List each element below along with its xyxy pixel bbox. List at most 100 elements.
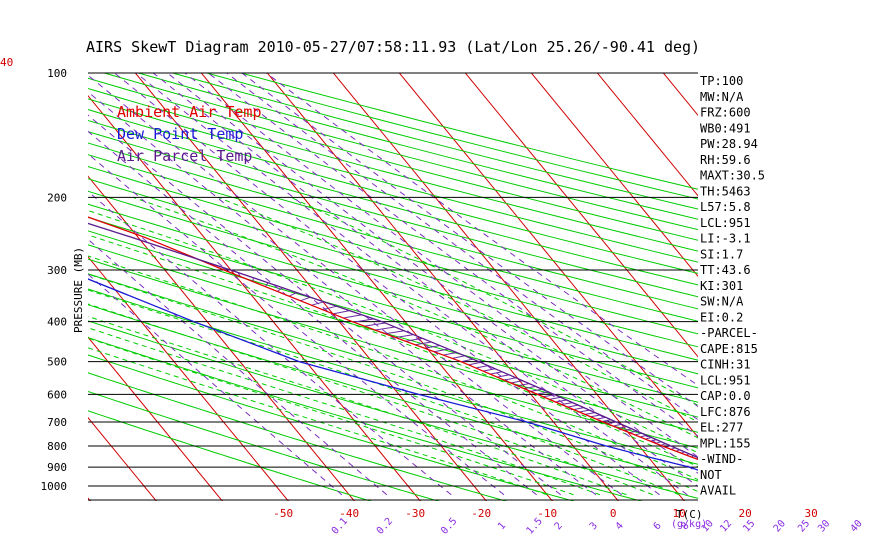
stat-line: CAP:0.0 (700, 389, 751, 403)
dry-adiabat-line (88, 304, 698, 482)
cape-hatch-line (483, 368, 496, 372)
pressure-tick-label: 600 (47, 388, 67, 401)
cape-hatch-line (629, 430, 637, 434)
bottom-temp-tick-label: -50 (273, 507, 293, 520)
cape-hatch-line (634, 432, 642, 436)
dry-adiabat-line (88, 390, 440, 501)
cape-hatch-line (561, 402, 573, 405)
isotherm-line (88, 416, 157, 501)
dry-adiabat-line (88, 354, 575, 501)
chart-title: AIRS SkewT Diagram 2010-05-27/07:58:11.9… (86, 38, 700, 56)
moist-adiabat-line (88, 273, 698, 493)
bottom-temp-tick-label: 10 (673, 507, 686, 520)
cape-hatch-line (434, 348, 449, 353)
pressure-tick-label: 700 (47, 416, 67, 429)
mixing-ratio-tick-label: 3 (588, 520, 600, 532)
pressure-tick-label: 100 (47, 67, 67, 80)
dry-adiabat-line (88, 178, 698, 348)
isotherm-line (88, 175, 355, 501)
mixing-ratio-tick-label: 8 (679, 520, 691, 532)
mixing-ratio-line (207, 73, 698, 437)
cape-hatch-line (497, 374, 510, 378)
pressure-tick-label: 200 (47, 191, 67, 204)
cape-hatch-line (549, 396, 561, 400)
mixing-ratio-unit-label: (g/kg) (671, 519, 707, 530)
mixing-ratio-tick-label: 15 (741, 518, 757, 534)
mixing-ratio-tick-label: 2 (553, 520, 565, 532)
mixing-ratio-line (114, 73, 660, 496)
cape-hatch-line (353, 318, 375, 323)
top-temp-tick-label: -40 (0, 56, 13, 69)
cape-hatch-line (590, 414, 601, 418)
mixing-ratio-line (88, 273, 343, 496)
bottom-temp-tick-label: -30 (405, 507, 425, 520)
cape-hatch-line (385, 330, 405, 335)
stat-line: FRZ:600 (700, 106, 751, 120)
cape-hatch-line (543, 394, 555, 398)
dewpoint-temp-line (88, 278, 698, 471)
moist-adiabat-line (88, 337, 574, 496)
cape-hatch-area (204, 261, 698, 460)
stat-line: L57:5.8 (700, 200, 751, 214)
stat-line: AVAIL (700, 484, 736, 498)
mixing-ratio-line (88, 74, 623, 496)
mixing-ratio-line (241, 73, 698, 408)
dry-adiabat-line (88, 244, 698, 418)
cape-hatch-line (443, 352, 457, 356)
cape-hatch-line (639, 434, 647, 438)
ambient-temp-line (88, 216, 698, 461)
isotherm-line (332, 73, 685, 501)
stat-line: -PARCEL- (700, 326, 758, 340)
dry-adiabat-line (88, 258, 698, 433)
stat-line: TH:5463 (700, 184, 751, 198)
isotherm-line (464, 73, 698, 358)
bottom-temp-tick-label: -20 (471, 507, 491, 520)
dry-adiabat-line (88, 337, 643, 501)
pressure-tick-label: 800 (47, 440, 67, 453)
cape-hatch-line (530, 388, 543, 392)
stat-line: EL:277 (700, 421, 743, 435)
dry-adiabat-grid (88, 73, 698, 501)
isotherm-line (0, 54, 26, 503)
cape-hatch-line (461, 358, 474, 363)
pressure-tick-labels: 100 200 300 400 500 600 700 800 900 1000 (41, 67, 68, 493)
cape-hatch-line (333, 310, 350, 315)
mixing-ratio-line (88, 130, 537, 496)
stat-line: LI:-3.1 (700, 232, 751, 246)
cape-hatch-line (618, 426, 627, 429)
cape-hatch-line (364, 322, 386, 327)
moist-adiabat-line (88, 289, 680, 496)
dry-adiabat-line (88, 230, 698, 403)
bottom-temp-tick-label: -40 (339, 507, 359, 520)
mixing-ratio-tick-label: 25 (796, 518, 812, 534)
stat-line: PW:28.94 (700, 137, 758, 151)
cape-hatch-line (555, 399, 567, 403)
cape-hatch-line (300, 296, 311, 302)
cape-hatch-line (424, 345, 440, 349)
pressure-tick-label: 500 (47, 356, 67, 369)
stat-line: CINH:31 (700, 358, 751, 372)
mixing-ratio-line (88, 238, 388, 496)
cape-hatch-line (573, 407, 584, 411)
cape-hatch-line (405, 337, 423, 342)
cape-hatch-line (523, 385, 536, 390)
cape-hatch-line (288, 292, 297, 297)
cape-hatch-line (343, 314, 363, 319)
legend: Ambient Air Temp Dew Point Temp Air Parcel… (117, 103, 262, 165)
stat-line: TT:43.6 (700, 263, 751, 277)
cape-hatch-line (475, 365, 488, 369)
mixing-ratio-tick-label: 30 (816, 518, 832, 534)
mixing-ratio-line (88, 190, 452, 496)
mixing-ratio-tick-label: 40 (849, 518, 865, 534)
mixing-ratio-tick-label: 6 (652, 520, 664, 532)
isobar-grid (88, 72, 698, 501)
pressure-tick-label: 300 (47, 264, 67, 277)
isotherm-line (530, 73, 698, 278)
parcel-temp-line (88, 222, 698, 459)
bottom-temp-tick-label: -10 (537, 507, 557, 520)
cape-hatch-line (504, 377, 516, 381)
mixing-ratio-tick-label: 0.5 (439, 516, 459, 537)
stat-line: EI:0.2 (700, 310, 743, 324)
